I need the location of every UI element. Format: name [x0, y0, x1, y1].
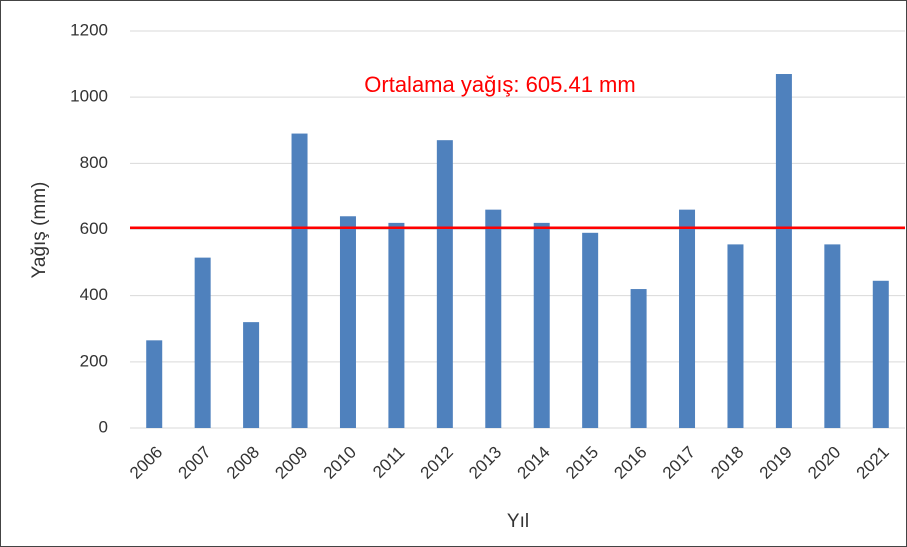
annotation: Ortalama yağış: 605.41 mm [364, 72, 635, 97]
y-tick-label: 1200 [70, 20, 108, 39]
bar [872, 280, 889, 428]
y-tick-label: 0 [99, 417, 108, 436]
bar [146, 340, 163, 428]
bar [339, 216, 356, 428]
bar [775, 74, 792, 428]
bar [485, 209, 502, 428]
bar [824, 244, 841, 428]
y-tick-label: 800 [80, 153, 108, 172]
bar [727, 244, 744, 428]
y-tick-label: 200 [80, 351, 108, 370]
y-axis-label: Yağış (mm) [29, 182, 50, 279]
bar [388, 222, 405, 428]
bar [533, 222, 550, 428]
bar [194, 257, 211, 428]
y-tick-label: 600 [80, 219, 108, 238]
bar [243, 322, 260, 428]
bar [291, 133, 308, 428]
bar [630, 289, 647, 428]
bar [679, 209, 696, 428]
x-axis-label: Yıl [507, 511, 529, 532]
y-tick-label: 400 [80, 285, 108, 304]
bar [582, 232, 599, 428]
bar [436, 140, 453, 429]
y-tick-label: 1000 [70, 87, 108, 106]
